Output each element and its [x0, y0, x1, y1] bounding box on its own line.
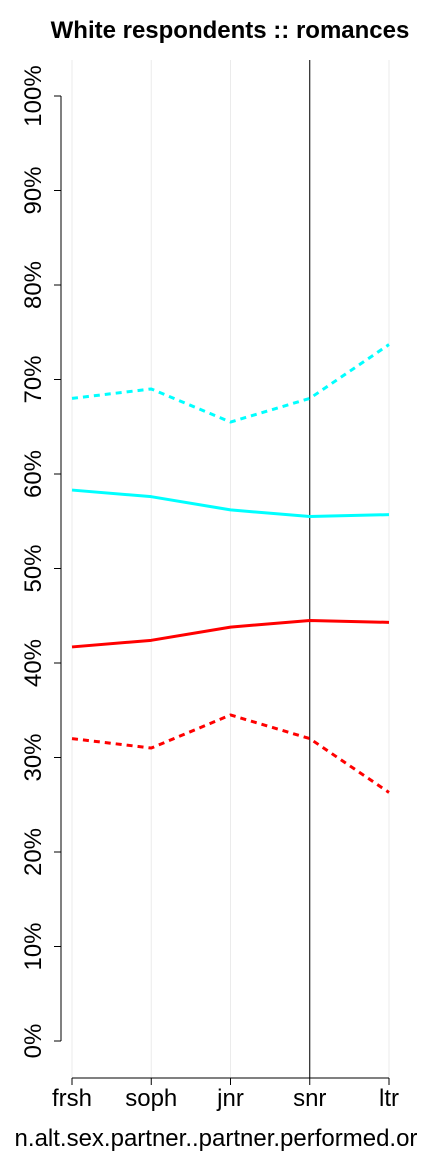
y-tick-label: 90% — [20, 166, 47, 214]
series-line-3 — [71, 618, 390, 649]
x-tick-label-frsh: frsh — [52, 1085, 92, 1112]
grid-lines — [71, 60, 390, 1078]
series-line-2 — [71, 488, 390, 519]
y-tick-label: 0% — [20, 1024, 47, 1059]
series-lines — [71, 343, 390, 794]
y-axis: 0% 10% 20% 30% 40% 50% 60% 70% 80% 90% 100% — [20, 65, 62, 1059]
y-tick-label: 30% — [20, 733, 47, 781]
x-tick-label-jnr: jnr — [216, 1085, 244, 1112]
chart-title: White respondents :: romances — [51, 17, 410, 44]
series-line-1 — [71, 343, 390, 424]
y-tick-label: 50% — [20, 544, 47, 592]
series-line-4 — [71, 713, 390, 794]
x-tick-label-soph: soph — [125, 1085, 177, 1112]
y-tick-label: 10% — [20, 922, 47, 970]
x-tick-label-snr: snr — [293, 1085, 326, 1112]
y-tick-label: 40% — [20, 639, 47, 687]
x-tick-label-ltr: ltr — [379, 1085, 399, 1112]
y-tick-label: 20% — [20, 828, 47, 876]
x-axis: frsh soph jnr snr ltr — [52, 1077, 399, 1112]
x-axis-label: n.alt.sex.partner..partner.performed.or — [15, 1125, 418, 1152]
y-tick-label: 60% — [20, 450, 47, 498]
y-tick-label: 80% — [20, 261, 47, 309]
y-tick-label: 70% — [20, 355, 47, 403]
y-tick-label: 100% — [20, 65, 47, 126]
